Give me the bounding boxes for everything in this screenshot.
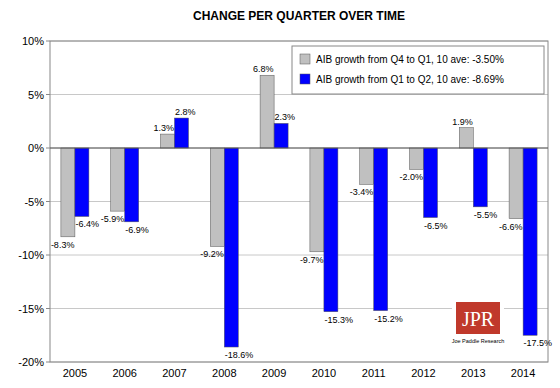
data-label: -15.2% — [374, 314, 403, 324]
bar — [210, 148, 224, 246]
x-tick-label: 2014 — [511, 367, 535, 379]
x-tick-label: 2006 — [112, 367, 136, 379]
tick-mark — [46, 201, 50, 202]
logo-box — [456, 302, 500, 334]
x-tick-label: 2011 — [362, 367, 386, 379]
data-label: -18.6% — [225, 350, 254, 360]
data-label: -17.5% — [524, 338, 553, 348]
bar — [374, 148, 388, 311]
x-tick-label: 2005 — [63, 367, 87, 379]
logo: JPR Joe Paddle Research — [452, 300, 505, 348]
y-tick-label: 5% — [28, 89, 44, 101]
legend: AIB growth from Q4 to Q1, 10 ave: -3.50%… — [292, 46, 544, 94]
bar — [459, 128, 473, 148]
bars — [61, 75, 537, 347]
data-label: 6.8% — [253, 64, 274, 74]
x-tick-label: 2007 — [162, 367, 186, 379]
tick-mark — [46, 255, 50, 256]
data-label: -15.3% — [324, 315, 353, 325]
bar — [161, 134, 175, 148]
zero-line — [50, 148, 548, 149]
bar — [61, 148, 75, 237]
data-label: 1.3% — [153, 123, 174, 133]
tick-mark — [46, 148, 50, 149]
legend-swatch — [300, 54, 310, 64]
bar — [224, 148, 238, 347]
legend-label: AIB growth from Q4 to Q1, 10 ave: -3.50% — [316, 54, 504, 65]
bar — [260, 75, 274, 148]
tick-mark — [46, 94, 50, 95]
data-label: -9.7% — [300, 255, 324, 265]
x-tick-label: 2009 — [262, 367, 286, 379]
bar — [523, 148, 537, 335]
bar — [175, 118, 189, 148]
bar — [360, 148, 374, 184]
data-labels: -8.3% -5.9% 1.3% -9.2% 6.8% -9.7% -3.4% -2.0% 1.… — [51, 64, 552, 360]
data-label: -6.6% — [499, 222, 523, 232]
logo-caption: Joe Paddle Research — [452, 338, 505, 344]
tick-mark — [46, 362, 50, 363]
bar — [473, 148, 487, 207]
bar — [111, 148, 125, 211]
y-tick-label: -15% — [18, 303, 44, 315]
data-label: -8.3% — [51, 240, 75, 250]
title: CHANGE PER QUARTER OVER TIME — [193, 9, 405, 23]
data-label: -6.9% — [125, 225, 149, 235]
legend-box — [292, 46, 544, 94]
data-label: -5.5% — [474, 210, 498, 220]
x-tick-label: 2012 — [411, 367, 435, 379]
legend-label: AIB growth from Q1 to Q2, 10 ave: -8.69% — [316, 74, 504, 85]
data-label: 2.8% — [175, 107, 196, 117]
x-tick-label: 2008 — [212, 367, 236, 379]
legend-swatch — [300, 74, 310, 84]
y-tick-label: 10% — [22, 35, 44, 47]
bar — [410, 148, 424, 169]
data-label: -2.0% — [399, 172, 423, 182]
data-label: -6.5% — [424, 221, 448, 231]
bar — [509, 148, 523, 219]
bar — [424, 148, 438, 218]
y-tick-label: -10% — [18, 249, 44, 261]
bar — [310, 148, 324, 252]
grid-line — [50, 148, 548, 149]
y-tick-label: -20% — [18, 356, 44, 368]
tick-mark — [46, 308, 50, 309]
data-label: -3.4% — [350, 187, 374, 197]
background — [0, 0, 560, 388]
chart: CHANGE PER QUARTER OVER TIME -20% -15% -10%… — [0, 0, 560, 388]
y-tick-label: 0% — [28, 142, 44, 154]
data-label: -9.2% — [200, 249, 224, 259]
x-tick-label: 2010 — [312, 367, 336, 379]
data-label: 2.3% — [275, 112, 296, 122]
bar — [125, 148, 139, 222]
plot-frame — [50, 41, 548, 362]
data-label: -5.9% — [101, 214, 125, 224]
data-label: -6.4% — [75, 219, 99, 229]
logo-bg — [452, 300, 504, 348]
tick-mark — [46, 41, 50, 42]
bar — [274, 123, 288, 148]
bar — [75, 148, 89, 216]
x-tick-label: 2013 — [461, 367, 485, 379]
y-tick-label: -5% — [24, 196, 44, 208]
data-label: 1.9% — [452, 117, 473, 127]
bar — [324, 148, 338, 312]
logo-text: JPR — [462, 308, 495, 330]
